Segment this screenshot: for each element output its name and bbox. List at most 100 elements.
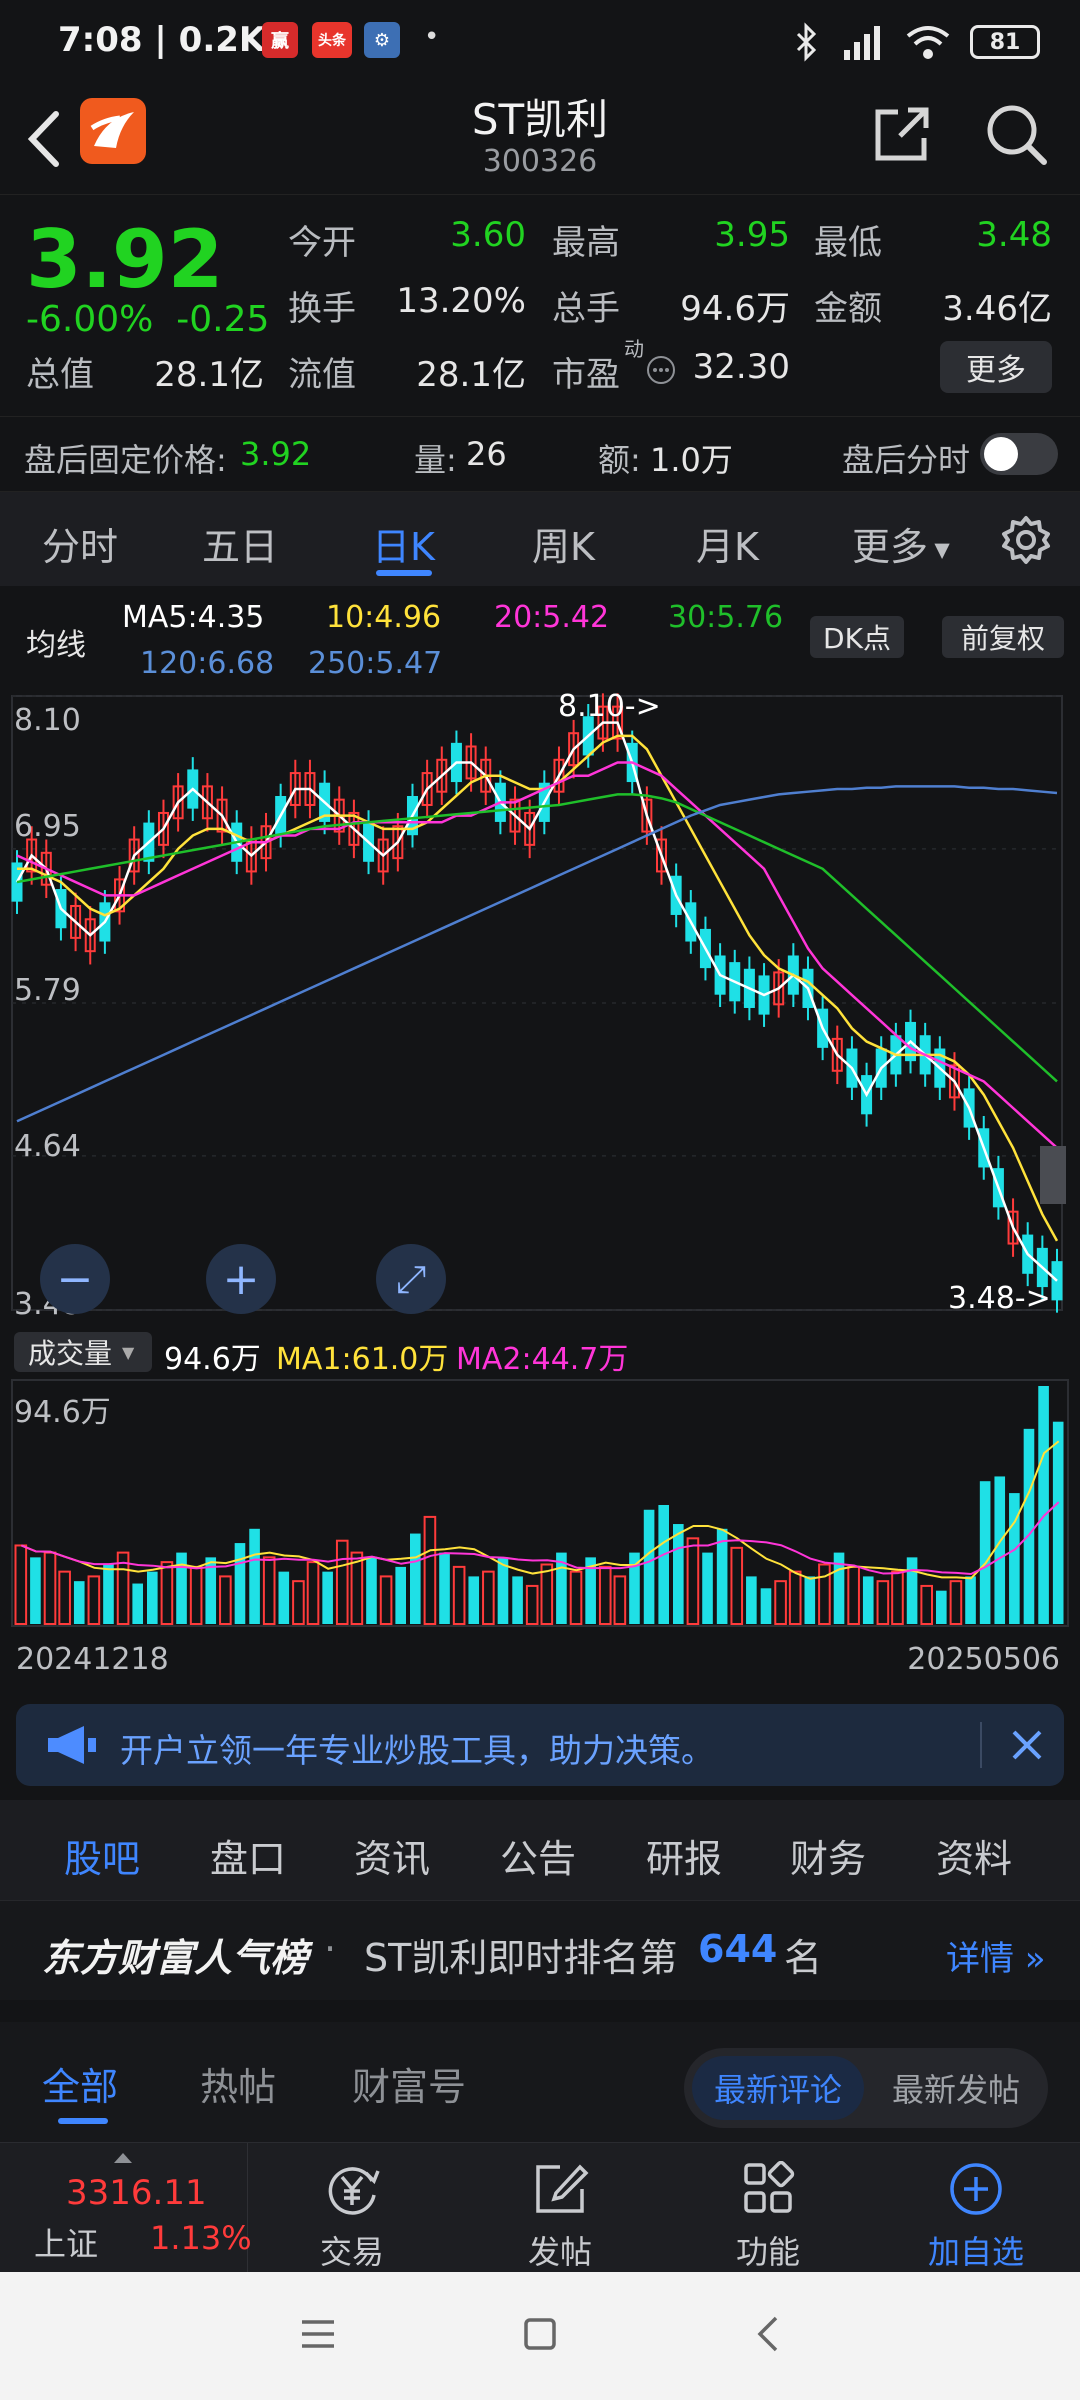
volume-bar: [306, 1561, 320, 1625]
candle-body: [128, 838, 140, 873]
after-timeshare-toggle[interactable]: [980, 433, 1058, 475]
tab-news[interactable]: 资讯: [354, 1837, 431, 1881]
after-amt-value: 1.0万: [650, 441, 733, 479]
high-value: 3.95: [714, 215, 790, 255]
trade-button[interactable]: 交易: [248, 2143, 456, 2273]
candle-body: [656, 838, 668, 873]
share-icon[interactable]: [870, 102, 934, 166]
volume-bar: [189, 1565, 203, 1626]
tab-finance[interactable]: 财务: [790, 1837, 867, 1881]
tab-guba[interactable]: 股吧: [64, 1837, 141, 1881]
volume-bars: [14, 1386, 1064, 1626]
volume-bar: [774, 1580, 787, 1626]
volume-bar: [702, 1552, 713, 1624]
add-watchlist-icon: [950, 2163, 1002, 2215]
tab-five-day[interactable]: 五日: [202, 525, 279, 569]
popularity-prefix: ST凯利即时排名第: [364, 1936, 678, 1980]
megaphone-icon: [48, 1726, 96, 1764]
info-dots-icon[interactable]: [646, 355, 676, 385]
volume-bar: [862, 1576, 874, 1624]
stock-code: 300326: [482, 144, 598, 179]
low-value: 3.48: [976, 215, 1052, 255]
volume-bar: [629, 1552, 640, 1624]
volume-bar: [292, 1580, 305, 1626]
volume-bar: [686, 1537, 700, 1626]
volume-ma-line: [20, 1501, 1060, 1576]
sort-pill: 最新评论 最新发帖: [684, 2048, 1048, 2128]
volume-bar: [132, 1583, 143, 1624]
ma30-value: 30:5.76: [668, 600, 784, 635]
more-quote-button[interactable]: 更多: [940, 341, 1052, 393]
chevron-left-icon[interactable]: [24, 106, 64, 172]
tab-more[interactable]: 更多 ▼: [852, 525, 950, 569]
dk-point-button[interactable]: DK点: [810, 616, 904, 658]
post-label: 发帖: [527, 2233, 592, 2271]
kline-chart[interactable]: 8.10 6.95 5.79 4.64 3.48 8.10-> 3.48-> −…: [0, 689, 1080, 1322]
index-change: 1.13%: [150, 2219, 252, 2257]
caret-down-icon: ▼: [928, 537, 950, 562]
volume-bar: [788, 1570, 802, 1625]
tab-daily-k[interactable]: 日K: [372, 525, 435, 569]
fullscreen-button[interactable]: ⤢: [376, 1244, 446, 1314]
volume-bar: [746, 1576, 757, 1624]
back-triangle-icon[interactable]: [748, 2314, 788, 2354]
candle-body: [172, 785, 184, 820]
tab-timeshare[interactable]: 分时: [42, 525, 119, 569]
close-icon[interactable]: [1010, 1728, 1044, 1762]
post-button[interactable]: 发帖: [456, 2143, 664, 2273]
popularity-detail-link[interactable]: 详情 »: [946, 1939, 1046, 1979]
candle-body: [421, 772, 433, 806]
candle-body: [641, 798, 653, 833]
forward-adjust-button[interactable]: 前复权: [942, 616, 1064, 658]
index-name: 上证: [34, 2225, 99, 2263]
open-label: 今开: [288, 223, 356, 263]
volume-chart[interactable]: 94.6万: [0, 1378, 1080, 1630]
promo-banner[interactable]: 开户立领一年专业炒股工具，助力决策。: [16, 1704, 1064, 1786]
add-watchlist-label: 加自选: [927, 2233, 1024, 2271]
candle-body: [216, 798, 228, 833]
zoom-in-button[interactable]: +: [206, 1244, 276, 1314]
index-widget[interactable]: 3316.11 上证 1.13%: [0, 2143, 252, 2273]
zoom-out-button[interactable]: −: [40, 1244, 110, 1314]
last-price: 3.92: [26, 213, 224, 306]
menu-icon[interactable]: [298, 2316, 338, 2352]
tab-announcements[interactable]: 公告: [500, 1837, 577, 1881]
tab-monthly-k[interactable]: 月K: [696, 525, 759, 569]
home-square-icon[interactable]: [520, 2314, 560, 2354]
ma-label: 均线: [26, 628, 86, 663]
volume-bar: [14, 1544, 28, 1626]
volume-bar: [366, 1557, 377, 1624]
volume-indicator-select[interactable]: 成交量 ▼: [14, 1332, 152, 1372]
pe-label: 市盈: [552, 355, 620, 395]
volume-bar: [949, 1580, 963, 1626]
tab-pankou[interactable]: 盘口: [210, 1837, 287, 1881]
volume-legend: 成交量 ▼ 94.6万 MA1:61.0万 MA2:44.7万: [0, 1322, 1080, 1378]
candle-body: [553, 758, 565, 793]
volume-bar: [439, 1552, 450, 1624]
tab-profile[interactable]: 资料: [936, 1837, 1013, 1881]
float-cap-label: 流值: [288, 355, 356, 395]
candle-body: [157, 811, 169, 846]
tab-research[interactable]: 研报: [646, 1837, 723, 1881]
volume-bar: [643, 1509, 655, 1624]
search-icon[interactable]: [982, 100, 1050, 168]
scroll-handle[interactable]: [1040, 1146, 1066, 1204]
volume-bar: [673, 1524, 684, 1624]
volume-bar: [847, 1565, 860, 1626]
add-watchlist-button[interactable]: 加自选: [872, 2143, 1080, 2273]
volume-bar: [147, 1571, 158, 1624]
active-tab-underline: [376, 570, 432, 576]
status-right: 81: [794, 20, 1040, 64]
subtab-hot[interactable]: 热帖: [200, 2065, 277, 2109]
gear-icon[interactable]: [1000, 514, 1052, 566]
sort-latest-post[interactable]: 最新发帖: [891, 2071, 1020, 2109]
functions-button[interactable]: 功能: [664, 2143, 872, 2273]
popularity-row[interactable]: 东方财富人气榜 · ST凯利即时排名第 644 名 详情 »: [0, 1900, 1080, 2000]
subtab-fortune[interactable]: 财富号: [352, 2065, 467, 2109]
tab-weekly-k[interactable]: 周K: [532, 525, 595, 569]
sort-latest-comment[interactable]: 最新评论: [692, 2056, 864, 2120]
subtab-all[interactable]: 全部: [42, 2065, 119, 2109]
volume-bar: [658, 1505, 669, 1624]
caret-up-icon: [114, 2153, 132, 2163]
popularity-rank: 644: [698, 1927, 778, 1971]
